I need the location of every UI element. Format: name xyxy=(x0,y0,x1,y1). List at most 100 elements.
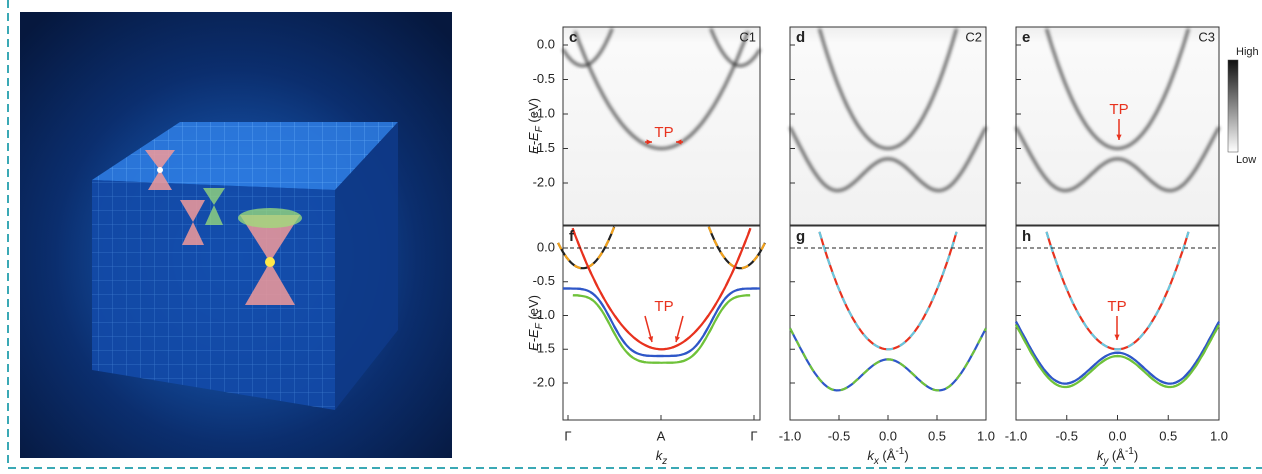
annotation-arrowhead xyxy=(1116,134,1122,140)
x-tick-label: 0.5 xyxy=(928,428,946,443)
panel-letter: f xyxy=(569,228,575,245)
colorbar-low: Low xyxy=(1236,154,1256,166)
curves xyxy=(1014,28,1221,193)
panel: 0.0 -0.5 -1.0 -1.5 -2.0 xyxy=(533,225,766,421)
x-tick-label: 0.0 xyxy=(1108,428,1126,443)
y-tick-label: 0.0 xyxy=(537,239,555,254)
band xyxy=(561,27,614,68)
x-tick-label: 1.0 xyxy=(977,428,995,443)
y-tick-label: -1.0 xyxy=(533,105,555,120)
panel-letter: h xyxy=(1022,228,1031,245)
band xyxy=(1045,28,1190,151)
band xyxy=(1015,324,1220,389)
y-tick-label: -1.0 xyxy=(533,307,555,322)
panel xyxy=(1014,26,1221,226)
label-part: ) xyxy=(1134,448,1138,463)
panel-letter: g xyxy=(796,228,805,245)
band xyxy=(1014,126,1221,193)
label-part: (Å xyxy=(879,448,896,463)
x-tick-label: 0.0 xyxy=(879,428,897,443)
x-axis-label: ky (Å-1) xyxy=(1097,446,1138,467)
band xyxy=(788,126,988,193)
band xyxy=(572,294,751,364)
colorbar xyxy=(1227,59,1239,153)
x-axis-label: kz xyxy=(656,448,668,466)
panel-letter: d xyxy=(796,29,805,46)
x-tick-label: 1.0 xyxy=(1210,428,1228,443)
band xyxy=(817,28,959,151)
band xyxy=(573,30,750,151)
illustration xyxy=(20,12,452,458)
label-part: F xyxy=(534,125,545,132)
y-tick-label: -0.5 xyxy=(533,273,555,288)
label-part: y xyxy=(1102,456,1109,467)
colorbar-high: High xyxy=(1236,46,1259,58)
curves xyxy=(788,28,988,193)
band xyxy=(818,231,958,351)
band xyxy=(1045,231,1190,351)
annotation-arrowhead xyxy=(676,139,682,145)
x-tick-label: -1.0 xyxy=(1005,428,1027,443)
annotation: TP xyxy=(654,298,673,315)
panel-frame xyxy=(1015,26,1220,226)
x-tick-label: Γ xyxy=(564,428,571,443)
x-tick-label: 0.5 xyxy=(1159,428,1177,443)
annotation: TP xyxy=(1109,101,1128,118)
band xyxy=(571,227,752,351)
annotation: TP xyxy=(1107,298,1126,315)
panel-frame xyxy=(789,225,987,421)
label-part: -1 xyxy=(895,446,904,457)
label-part: x xyxy=(873,456,880,467)
band xyxy=(1015,321,1220,385)
x-tick-label: -0.5 xyxy=(828,428,850,443)
panel-name: C2 xyxy=(965,29,982,44)
annotation-arrowhead xyxy=(1114,334,1120,340)
y-tick-label: 0.0 xyxy=(537,36,555,51)
label-part: F xyxy=(534,322,545,329)
panel-frame xyxy=(562,225,761,421)
band xyxy=(557,226,616,270)
label-part: (eV) xyxy=(526,98,541,126)
label-part: E-E xyxy=(526,329,541,351)
panel-letter: e xyxy=(1022,29,1030,46)
label-part: z xyxy=(661,456,667,467)
y-tick-label: -0.5 xyxy=(533,71,555,86)
label-part: E-E xyxy=(526,132,541,154)
x-tick-label: Γ xyxy=(750,428,757,443)
label-part: ) xyxy=(904,448,908,463)
band xyxy=(789,327,987,392)
band xyxy=(707,226,766,270)
panel-frame xyxy=(789,26,987,226)
x-axis-label: kx (Å-1) xyxy=(867,446,908,467)
panel: 0.0 -0.5 -1.0 -1.5 -2.0 xyxy=(533,26,762,226)
y-tick-label: -1.5 xyxy=(533,140,555,155)
band xyxy=(709,27,762,68)
label-part: k xyxy=(867,448,875,463)
annotation-arrowhead xyxy=(646,139,652,145)
annotation: TP xyxy=(654,124,673,141)
y-tick-label: -1.5 xyxy=(533,341,555,356)
label-part: (eV) xyxy=(526,295,541,323)
curves xyxy=(1015,231,1220,389)
y-tick-label: -2.0 xyxy=(533,174,555,189)
curves xyxy=(557,226,766,364)
x-tick-label: -1.0 xyxy=(779,428,801,443)
panel xyxy=(789,225,987,421)
x-tick-label: -0.5 xyxy=(1056,428,1078,443)
label-part: k xyxy=(1097,448,1105,463)
annotation-arrowhead xyxy=(674,336,680,342)
band xyxy=(563,287,760,358)
y-axis-label: E-EF (eV) xyxy=(526,295,544,351)
annotation-arrowhead xyxy=(648,336,654,342)
label-part: -1 xyxy=(1125,446,1134,457)
x-tick-label: A xyxy=(657,428,666,443)
y-tick-label: -2.0 xyxy=(533,374,555,389)
curves xyxy=(561,27,762,151)
y-axis-label: E-EF (eV) xyxy=(526,98,544,154)
label-part: (Å xyxy=(1108,448,1125,463)
label-part: k xyxy=(656,448,664,463)
panel-name: C3 xyxy=(1198,29,1215,44)
panel-letter: c xyxy=(569,29,577,46)
panel xyxy=(788,26,988,226)
